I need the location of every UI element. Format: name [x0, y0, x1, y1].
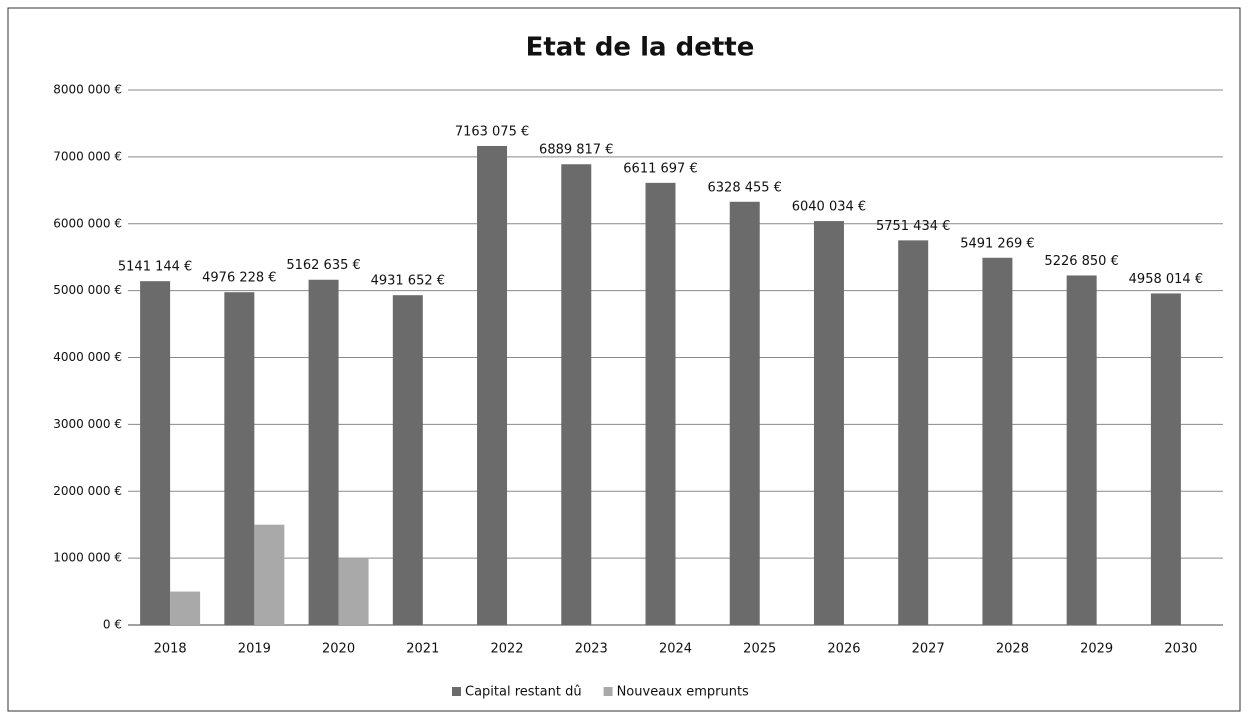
x-tick-label: 2020 — [322, 642, 355, 657]
bar — [729, 201, 760, 625]
bar — [254, 524, 285, 625]
legend-label: Nouveaux emprunts — [617, 685, 749, 700]
y-tick-label: 7000 000 € — [53, 149, 122, 163]
data-label: 4976 228 € — [202, 271, 276, 286]
chart-title: Etat de la dette — [526, 33, 755, 63]
bar — [140, 281, 171, 625]
data-label: 6889 817 € — [539, 143, 613, 158]
data-label: 4931 652 € — [371, 274, 445, 289]
legend-swatch — [603, 687, 613, 696]
data-label: 6328 455 € — [708, 180, 782, 195]
x-tick-label: 2018 — [154, 642, 187, 657]
bar — [338, 558, 369, 625]
data-label: 5226 850 € — [1044, 254, 1118, 269]
data-label: 5162 635 € — [286, 258, 360, 273]
x-tick-label: 2019 — [238, 642, 271, 657]
x-tick-label: 2027 — [912, 642, 945, 657]
y-tick-label: 8000 000 € — [53, 83, 122, 97]
data-label: 6040 034 € — [792, 200, 866, 215]
y-tick-label: 4000 000 € — [53, 350, 122, 364]
data-label: 5491 269 € — [960, 236, 1034, 251]
bar — [477, 145, 508, 625]
legend-label: Capital restant dû — [465, 685, 582, 700]
data-label: 4958 014 € — [1129, 272, 1203, 287]
y-tick-label: 0 € — [103, 618, 122, 632]
x-tick-label: 2021 — [406, 642, 439, 657]
bar — [645, 182, 676, 625]
bar — [392, 295, 423, 625]
x-tick-label: 2023 — [575, 642, 608, 657]
bar — [224, 292, 255, 625]
bar — [308, 279, 339, 625]
data-label: 5751 434 € — [876, 219, 950, 234]
bar — [898, 240, 929, 625]
bar — [982, 257, 1013, 625]
bar — [170, 591, 201, 625]
y-tick-label: 5000 000 € — [53, 283, 122, 297]
chart-frame — [7, 7, 1241, 712]
bar — [1066, 275, 1097, 625]
y-tick-label: 2000 000 € — [53, 484, 122, 498]
bar — [813, 221, 844, 625]
x-tick-label: 2025 — [743, 642, 776, 657]
x-tick-label: 2030 — [1164, 642, 1197, 657]
x-tick-label: 2029 — [1080, 642, 1113, 657]
x-tick-label: 2028 — [996, 642, 1029, 657]
x-tick-label: 2026 — [827, 642, 860, 657]
y-tick-label: 1000 000 € — [53, 551, 122, 565]
x-tick-label: 2022 — [490, 642, 523, 657]
x-tick-label: 2024 — [659, 642, 692, 657]
data-label: 5141 144 € — [118, 260, 192, 275]
y-tick-label: 6000 000 € — [53, 216, 122, 230]
data-label: 7163 075 € — [455, 124, 529, 139]
data-label: 6611 697 € — [623, 161, 697, 176]
bar — [561, 164, 592, 626]
legend-swatch — [452, 687, 461, 696]
y-tick-label: 3000 000 € — [53, 417, 122, 431]
bar — [1150, 293, 1181, 625]
